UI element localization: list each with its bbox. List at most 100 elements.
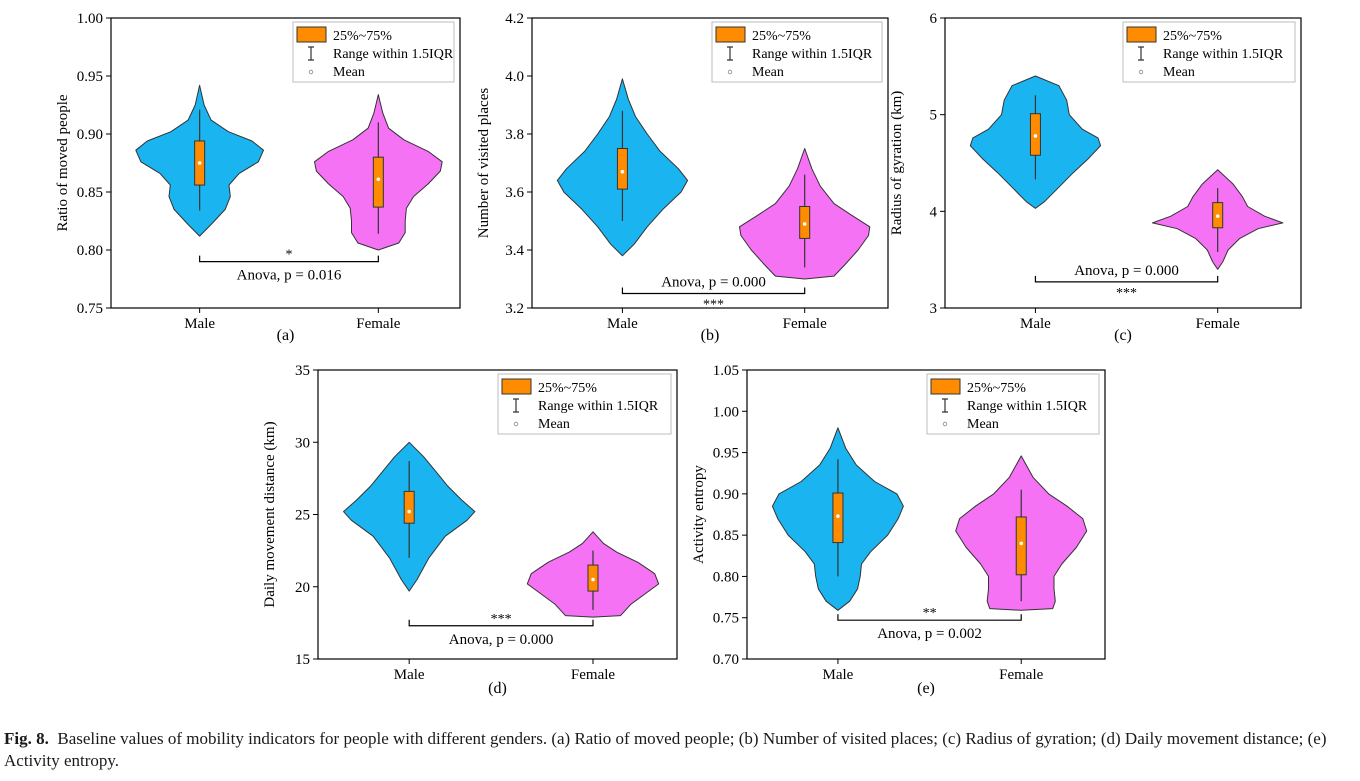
legend-box-label: 25%~75% (538, 381, 597, 396)
legend: 25%~75% Range within 1.5IQR Mean (711, 21, 883, 83)
y-tick-label: 5 (930, 108, 938, 124)
legend-mean-symbol (727, 69, 733, 75)
y-tick-label: 0.90 (713, 487, 739, 503)
chart-panel-2: 3.2 3.4 3.6 3.8 4.0 4.2 Male Female Number of vi… (476, 11, 889, 344)
legend-mean-label: Mean (538, 417, 570, 432)
legend-whisker-label: Range within 1.5IQR (538, 399, 659, 414)
mean-dot-male (836, 514, 840, 518)
x-tick-label-male: Male (394, 667, 425, 683)
legend-mean-symbol (1138, 69, 1144, 75)
y-tick-label: 4.0 (505, 69, 524, 85)
anova-label: Anova, p = 0.002 (877, 626, 982, 642)
legend-mean-label: Mean (967, 417, 999, 432)
plot-frame (110, 17, 461, 309)
legend-mean-label: Mean (752, 65, 784, 80)
y-tick-label: 4 (930, 204, 938, 220)
y-tick-label: 0.85 (713, 528, 739, 544)
y-tick-label: 15 (295, 652, 310, 668)
chart-panel-4: 15 20 25 30 35 Male Female Daily movement dista… (262, 363, 678, 697)
x-tick-label-male: Male (607, 316, 638, 332)
legend-box-swatch (715, 26, 746, 43)
anova-label: Anova, p = 0.000 (661, 275, 766, 291)
mean-dot-male (197, 161, 202, 165)
y-tick-label: 25 (295, 508, 310, 524)
y-tick-label: 0.85 (77, 185, 103, 201)
significance-stars: *** (1116, 286, 1137, 301)
mean-dot-female (1019, 541, 1024, 546)
caption-text: Baseline values of mobility indicators f… (4, 729, 1327, 770)
legend-box-label: 25%~75% (333, 29, 392, 44)
significance-stars: *** (491, 612, 512, 627)
legend-whisker-label: Range within 1.5IQR (1163, 47, 1284, 62)
panel-label: (a) (277, 327, 295, 344)
legend-box-swatch (1126, 26, 1157, 43)
legend-mean-symbol (942, 421, 948, 427)
x-tick-label-female: Female (571, 667, 615, 683)
legend-box-label: 25%~75% (1163, 29, 1222, 44)
legend: 25%~75% Range within 1.5IQR Mean (1122, 21, 1296, 83)
legend-mean-symbol (513, 421, 519, 427)
y-tick-label: 3.8 (505, 127, 524, 143)
y-tick-label: 20 (295, 580, 310, 596)
y-tick-label: 0.75 (77, 301, 103, 317)
y-tick-label: 0.80 (713, 569, 739, 585)
y-tick-label: 0.90 (77, 127, 103, 143)
legend-box-label: 25%~75% (967, 381, 1026, 396)
box-male (616, 148, 628, 190)
y-tick-label: 3.6 (505, 185, 524, 201)
legend-mean-label: Mean (1163, 65, 1195, 80)
significance-stars: * (285, 248, 292, 263)
anova-label: Anova, p = 0.000 (449, 632, 554, 648)
x-tick-label-male: Male (1020, 316, 1051, 332)
mean-dot-female (591, 577, 595, 582)
y-tick-label: 35 (295, 363, 310, 379)
x-tick-label-female: Female (1196, 316, 1240, 332)
legend: 25%~75% Range within 1.5IQR Mean (497, 373, 672, 435)
chart-panel-1: 0.75 0.80 0.85 0.90 0.95 1.00 Male Female Ratio … (55, 11, 461, 344)
y-tick-label: 3 (930, 301, 938, 317)
mean-dot-male (407, 509, 411, 514)
plot-frame (746, 369, 1106, 660)
significance-bracket (837, 614, 1022, 621)
mean-dot-female (1215, 214, 1220, 218)
y-tick-label: 1.05 (713, 363, 739, 379)
y-tick-label: 1.00 (713, 404, 739, 420)
y-tick-label: 30 (295, 435, 310, 451)
mean-dot-male (1033, 134, 1038, 138)
plot-frame (531, 17, 889, 309)
significance-bracket (408, 619, 594, 627)
chart-panel-3: 3 4 5 6 Male Female Radius of gyration (km) (c)… (889, 11, 1302, 344)
y-tick-label: 0.95 (77, 69, 103, 85)
x-tick-label-male: Male (823, 667, 854, 683)
panel-label: (c) (1114, 327, 1132, 344)
y-axis-label: Number of visited places (476, 88, 492, 239)
y-axis-label: Radius of gyration (km) (889, 91, 905, 236)
significance-stars: *** (703, 298, 724, 313)
y-tick-label: 6 (930, 11, 938, 27)
anova-label: Anova, p = 0.000 (1074, 263, 1179, 279)
legend-mean-symbol (308, 69, 314, 75)
y-tick-label: 0.75 (713, 611, 739, 627)
significance-bracket (199, 255, 379, 263)
x-tick-label-male: Male (184, 316, 215, 332)
box-male (403, 490, 415, 524)
figure-canvas: 0.75 0.80 0.85 0.90 0.95 1.00 Male Female Ratio … (55, 11, 1302, 697)
y-tick-label: 0.70 (713, 652, 739, 668)
legend-whisker-symbol (1138, 46, 1144, 61)
y-tick-label: 1.00 (77, 11, 103, 27)
panel-label: (e) (917, 680, 935, 697)
legend-whisker-symbol (942, 398, 948, 413)
y-tick-label: 3.4 (505, 243, 524, 259)
mean-dot-male (620, 169, 625, 174)
legend-whisker-label: Range within 1.5IQR (967, 399, 1088, 414)
y-axis-label: Ratio of moved people (55, 94, 71, 231)
legend-box-swatch (296, 26, 327, 43)
x-tick-label-female: Female (356, 316, 400, 332)
legend-mean-label: Mean (333, 65, 365, 80)
legend: 25%~75% Range within 1.5IQR Mean (926, 373, 1100, 435)
legend-whisker-symbol (727, 46, 733, 61)
legend-box-swatch (930, 378, 961, 395)
box-female (1015, 516, 1027, 576)
legend-whisker-symbol (308, 46, 314, 61)
legend: 25%~75% Range within 1.5IQR Mean (292, 21, 455, 83)
